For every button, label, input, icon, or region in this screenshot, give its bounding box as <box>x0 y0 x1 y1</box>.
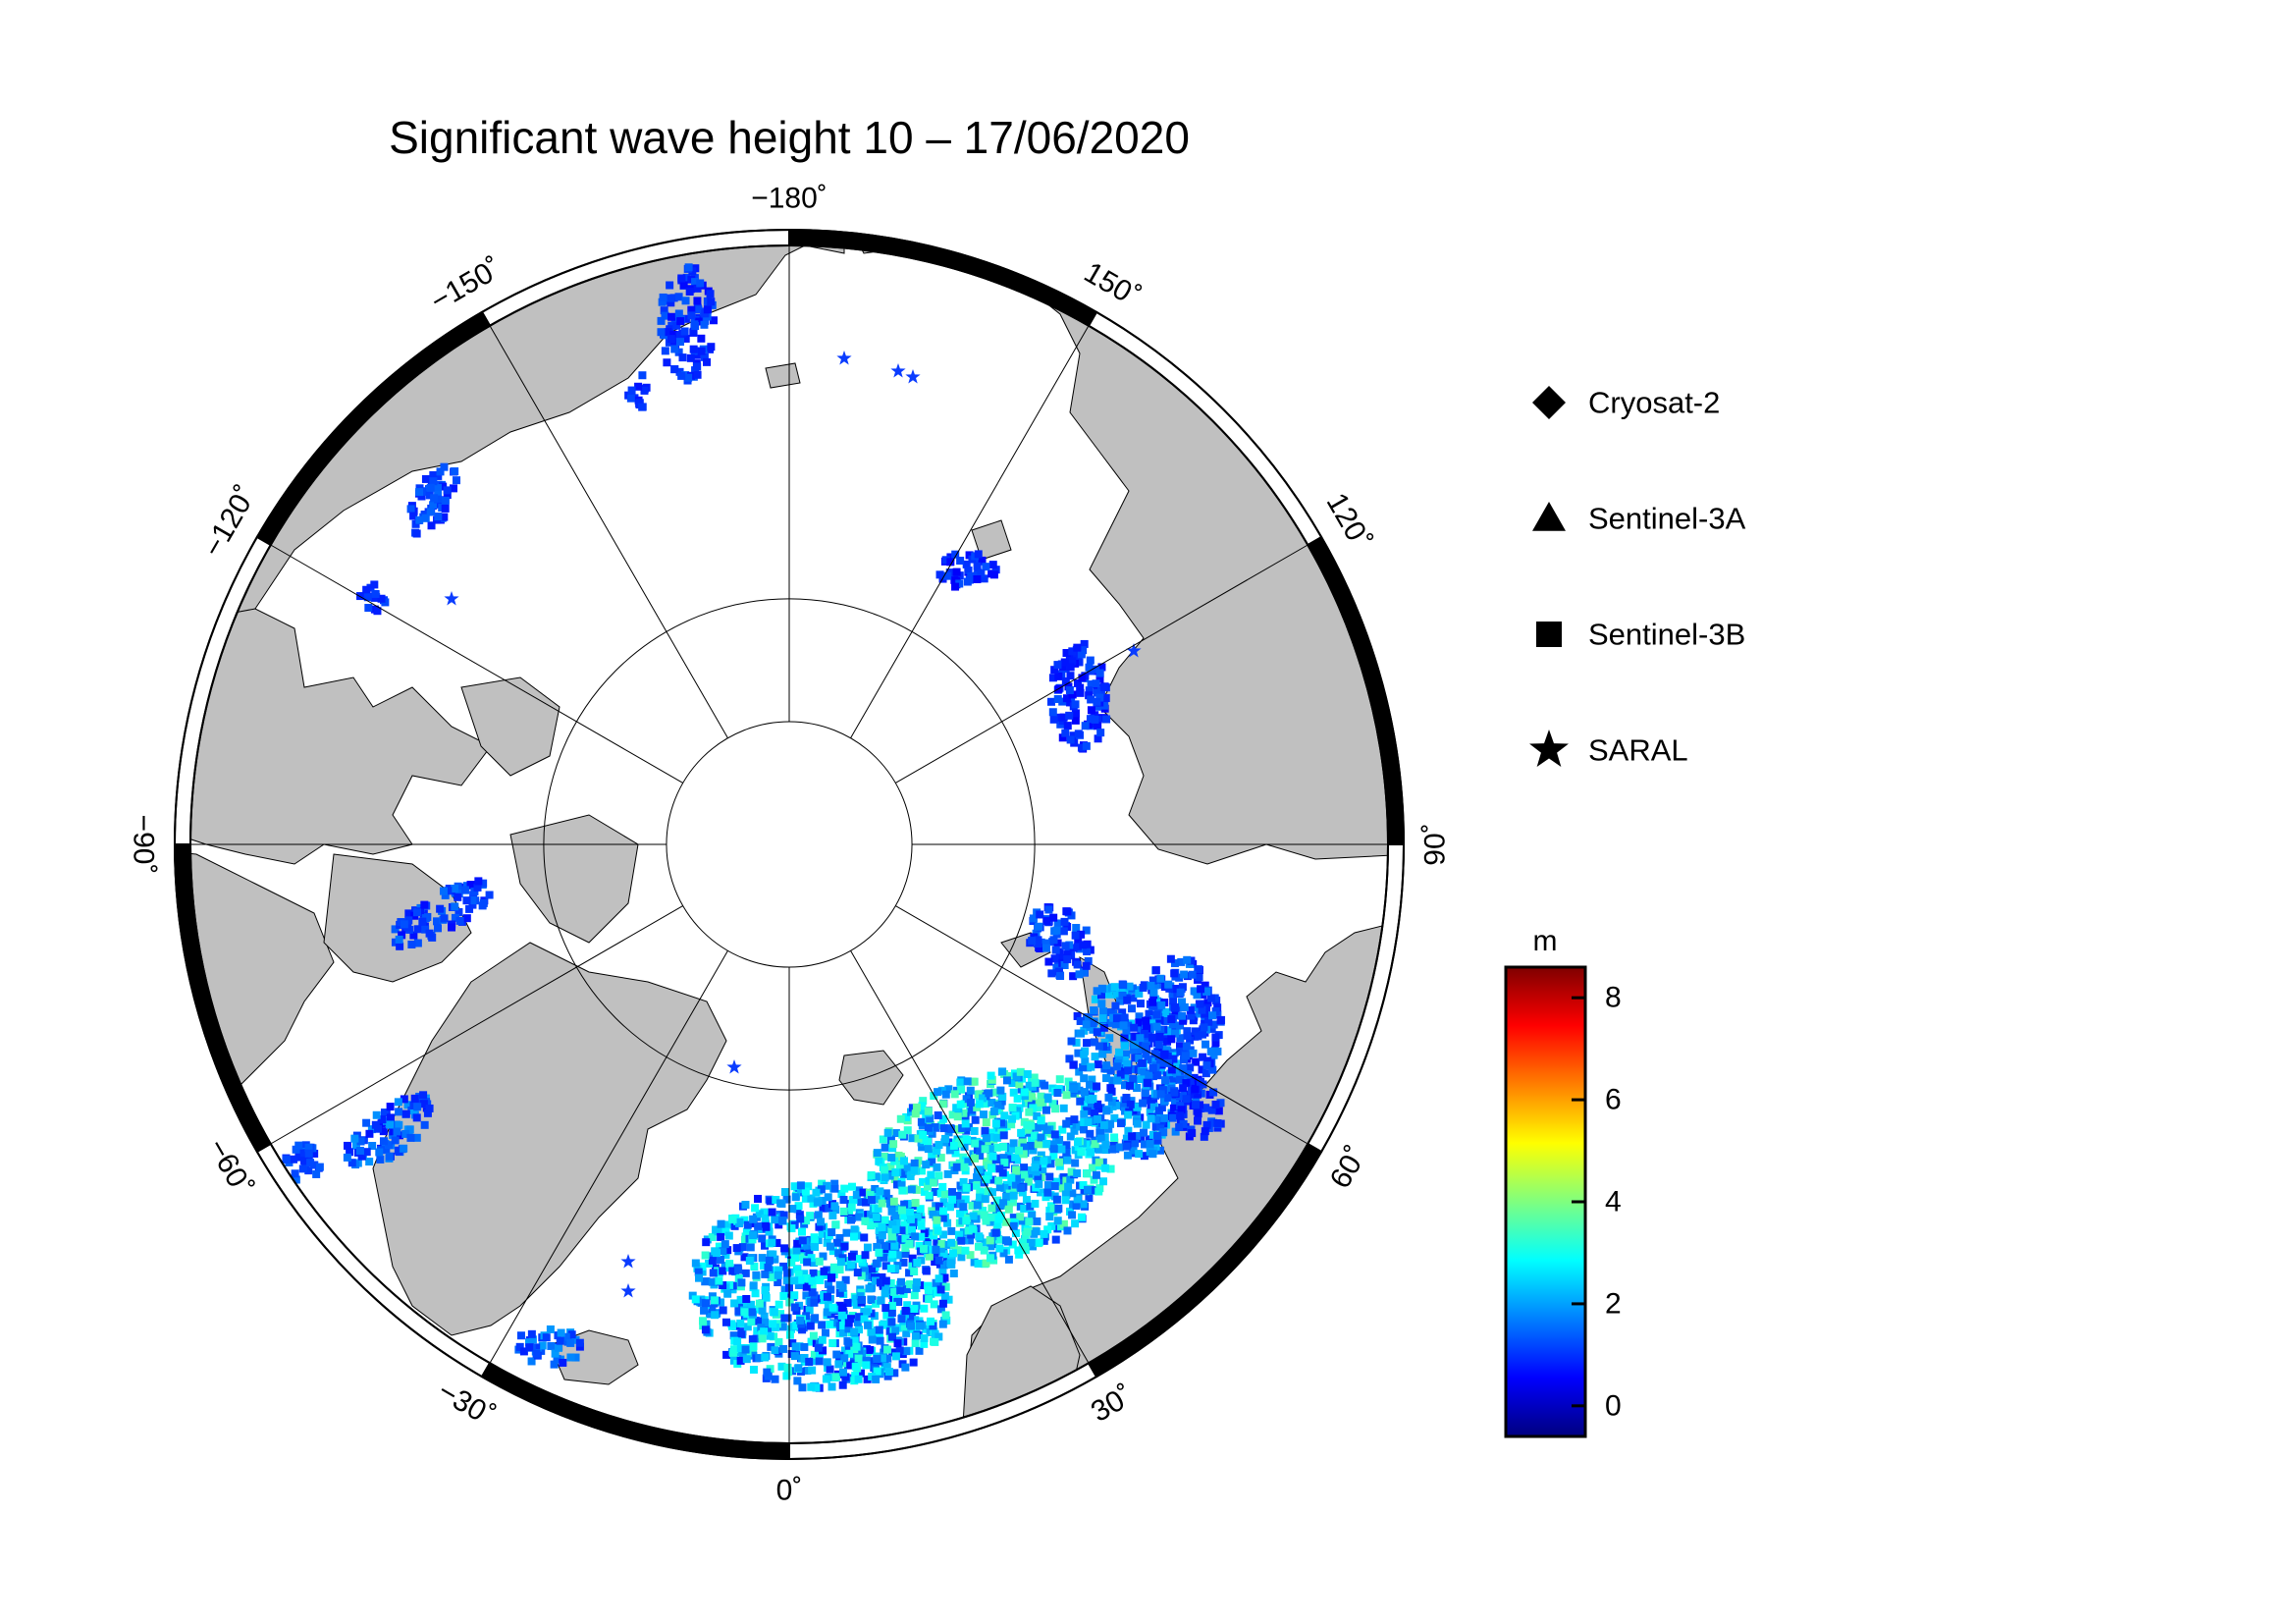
triangle-icon <box>1532 502 1566 531</box>
colorbar-unit: m <box>1533 925 1558 957</box>
meridian-line <box>489 950 728 1364</box>
frame-outer-border <box>174 229 1405 1460</box>
saral-point <box>890 363 906 378</box>
meridian-line <box>270 544 683 784</box>
colorbar-tick-label: 2 <box>1605 1287 1622 1320</box>
saral-point <box>836 351 852 365</box>
longitude-label: −180˚ <box>751 183 828 215</box>
longitude-label: 150˚ <box>1079 256 1147 314</box>
longitude-label: 90˚ <box>1419 823 1452 865</box>
meridian-line <box>489 325 728 738</box>
legend-label: Sentinel-3A <box>1588 502 1746 536</box>
colorbar-tick-label: 8 <box>1605 982 1622 1014</box>
legend-item: Sentinel-3A <box>1532 502 1746 536</box>
colorbar: m 0 2 4 6 8 <box>1504 925 1622 1438</box>
meridian-line <box>850 325 1090 738</box>
map-frame <box>173 228 1406 1461</box>
legend-label: Cryosat-2 <box>1588 386 1720 420</box>
polar-map: −180˚150˚120˚90˚60˚30˚0˚−30˚−60˚−90˚−120… <box>128 183 1452 1507</box>
land-svalbard <box>838 1050 904 1106</box>
map-title: Significant wave height 10 – 17/06/2020 <box>389 112 1190 163</box>
colorbar-tick-label: 0 <box>1605 1389 1622 1422</box>
land-baffin <box>323 853 472 983</box>
longitude-label: 0˚ <box>776 1475 803 1507</box>
legend-item: Sentinel-3B <box>1536 618 1745 652</box>
colorbar-ticks: 0 2 4 6 8 <box>1572 982 1622 1422</box>
saral-point <box>444 591 459 606</box>
land-new-siberian <box>971 519 1012 561</box>
meridian-line <box>850 950 1090 1364</box>
saral-point <box>620 1254 636 1269</box>
meridian-line <box>270 905 683 1145</box>
map-content <box>190 245 1388 1443</box>
land-ellesmere <box>509 814 639 944</box>
legend-label: SARAL <box>1588 733 1688 768</box>
meridian-line <box>895 544 1308 784</box>
longitude-label: −90˚ <box>128 815 160 875</box>
colorbar-tick-label: 4 <box>1605 1186 1622 1218</box>
longitude-label: −30˚ <box>432 1375 500 1433</box>
star-icon <box>1529 730 1569 767</box>
longitude-label: 60˚ <box>1324 1141 1373 1194</box>
land-wrangel <box>765 362 801 389</box>
legend: Cryosat-2 Sentinel-3A Sentinel-3B SARAL <box>1529 386 1746 768</box>
longitude-label: 30˚ <box>1086 1380 1139 1429</box>
land-eurasia <box>961 814 1388 1443</box>
legend-item: SARAL <box>1529 730 1688 768</box>
longitude-label: 120˚ <box>1320 488 1378 556</box>
saral-point <box>726 1059 742 1074</box>
colorbar-tick-label: 6 <box>1605 1084 1622 1116</box>
legend-item: Cryosat-2 <box>1532 386 1720 420</box>
saral-point <box>620 1283 636 1298</box>
saral-point <box>1126 643 1142 658</box>
satellite-tracks <box>282 263 1226 1392</box>
square-icon <box>1536 622 1562 647</box>
graticule <box>190 245 1388 1443</box>
meridian-line <box>895 905 1308 1145</box>
saral-point <box>905 369 921 384</box>
diamond-icon <box>1532 386 1566 419</box>
land-canada-islands <box>460 676 561 777</box>
longitude-label: −60˚ <box>201 1133 259 1201</box>
legend-label: Sentinel-3B <box>1588 618 1745 652</box>
frame-inner-border <box>189 244 1389 1444</box>
